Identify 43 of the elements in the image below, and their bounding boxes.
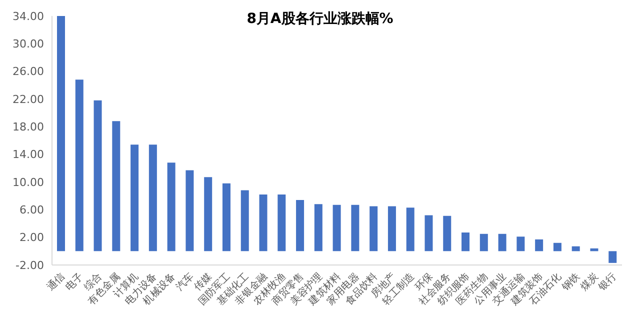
chart-title: 8月A股各行业涨跌幅% [246, 11, 394, 27]
bar [406, 208, 414, 252]
bar [516, 236, 525, 252]
y-tick-label: 30.00 [12, 38, 44, 51]
bar [480, 234, 488, 252]
bar [608, 251, 617, 263]
bar [94, 100, 102, 252]
y-tick-label: 6.00 [20, 204, 44, 217]
bar [112, 121, 120, 252]
bar [130, 144, 139, 252]
bar [240, 190, 249, 252]
bar [590, 248, 598, 252]
bar [314, 204, 322, 252]
bar [204, 177, 212, 252]
bar [388, 206, 396, 252]
bar [167, 162, 176, 252]
bar [332, 204, 341, 252]
bar [75, 80, 84, 252]
y-tick-label: -2.00 [16, 258, 44, 272]
bar [278, 194, 286, 252]
y-tick-label: 34.00 [12, 10, 44, 23]
bar [222, 183, 230, 252]
bar [572, 246, 580, 252]
bar [57, 16, 65, 252]
y-tick-label: 10.00 [12, 176, 44, 189]
y-tick-label: 18.00 [12, 120, 44, 134]
y-tick-label: 26.00 [12, 65, 44, 78]
bar [259, 194, 268, 252]
bar [296, 200, 304, 252]
bar [553, 242, 562, 252]
bar [186, 170, 194, 252]
bar [370, 206, 378, 252]
y-tick-label: 2.00 [20, 231, 44, 244]
bar [498, 234, 506, 252]
bar [535, 239, 544, 252]
y-tick-label: 22.00 [12, 92, 44, 106]
bar [462, 232, 470, 252]
bar [351, 204, 360, 252]
bar [148, 144, 157, 252]
x-tick-label: 银行 [596, 271, 619, 294]
y-tick-label: 14.00 [12, 148, 44, 162]
bar [424, 215, 433, 252]
bar [443, 216, 452, 252]
